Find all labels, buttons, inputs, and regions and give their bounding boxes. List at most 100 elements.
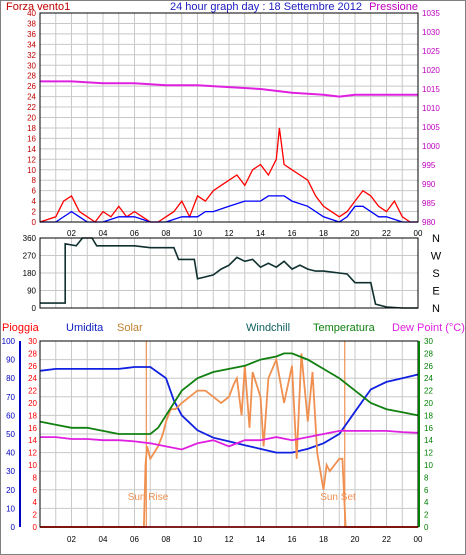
wind-tick-label: 14 xyxy=(27,145,36,154)
pressure-tick-label: 995 xyxy=(422,161,436,170)
wind-tick-label: 36 xyxy=(27,30,36,39)
temperature-tick-label: 22 xyxy=(424,387,433,396)
x-tick-label: 08 xyxy=(162,535,171,544)
wind-axis-title: Forza vento1 xyxy=(6,1,70,13)
x-tick-label: 04 xyxy=(99,229,108,238)
temperature-tick-label: 4 xyxy=(424,498,429,507)
humidity-axis-ticks: 0 10 20 30 40 50 60 70 80 90 100 xyxy=(2,337,16,532)
pressure-tick-label: 1035 xyxy=(422,9,440,18)
x-tick-label: 16 xyxy=(288,229,297,238)
wind-tick-label: 22 xyxy=(27,103,36,112)
series-line-temperature xyxy=(39,352,419,435)
humidity-tick-label: 80 xyxy=(6,374,15,383)
rain-tick-label: 10 xyxy=(28,461,37,470)
direction-tick-label: 90 xyxy=(27,287,36,296)
top-plot-frame xyxy=(39,12,419,223)
temperature-tick-label: 24 xyxy=(424,374,433,383)
series-line-pressure xyxy=(40,80,418,98)
series-line-wind-direction xyxy=(40,237,418,309)
wind-tick-label: 4 xyxy=(32,197,37,206)
x-tick-label: 00 xyxy=(414,229,423,238)
pressure-axis-ticks: 980 985 990 995 1000 1005 1010 1015 1020 1025 1030… xyxy=(422,9,440,227)
bottom-grid xyxy=(40,341,418,527)
sunset-label: Sun Set xyxy=(320,492,356,503)
x-tick-label: 04 xyxy=(99,535,108,544)
temperature-tick-label: 12 xyxy=(424,449,433,458)
wind-tick-label: 8 xyxy=(32,176,37,185)
rain-tick-label: 16 xyxy=(28,424,37,433)
x-tick-label: 20 xyxy=(351,229,360,238)
x-tick-label: 06 xyxy=(130,229,139,238)
temperature-tick-label: 8 xyxy=(424,473,429,482)
temperature-tick-label: 10 xyxy=(424,461,433,470)
chart-title: 24 hour graph day : 18 Settembre 2012 xyxy=(170,1,362,13)
pressure-tick-label: 1020 xyxy=(422,66,440,75)
temperature-tick-label: 28 xyxy=(424,349,433,358)
direction-tick-label: 360 xyxy=(23,234,37,243)
compass-label: E xyxy=(432,286,439,298)
x-tick-label: 18 xyxy=(319,535,328,544)
humidity-tick-label: 10 xyxy=(6,504,15,513)
rain-tick-label: 30 xyxy=(28,337,37,346)
rain-tick-label: 18 xyxy=(28,411,37,420)
rain-tick-label: 24 xyxy=(28,374,37,383)
wind-tick-label: 6 xyxy=(32,187,37,196)
temperature-tick-label: 14 xyxy=(424,436,433,445)
temperature-tick-label: 18 xyxy=(424,411,433,420)
rain-tick-label: 12 xyxy=(28,449,37,458)
x-tick-label: 22 xyxy=(382,229,391,238)
legend-windchill: Windchill xyxy=(246,322,290,334)
x-tick-label: 08 xyxy=(162,229,171,238)
temperature-tick-label: 6 xyxy=(424,486,429,495)
direction-tick-label: 270 xyxy=(23,252,37,261)
rain-tick-label: 20 xyxy=(28,399,37,408)
legend-solar: Solar xyxy=(117,322,143,334)
series-line-solar xyxy=(40,353,418,528)
pressure-tick-label: 1000 xyxy=(422,142,440,151)
pressure-tick-label: 1010 xyxy=(422,104,440,113)
wind-tick-label: 16 xyxy=(27,134,36,143)
wind-tick-label: 34 xyxy=(27,40,36,49)
wind-tick-label: 10 xyxy=(27,166,36,175)
rain-tick-label: 2 xyxy=(33,511,38,520)
wind-tick-label: 28 xyxy=(27,72,36,81)
pressure-tick-label: 1005 xyxy=(422,123,440,132)
humidity-tick-label: 90 xyxy=(6,356,15,365)
direction-tick-label: 0 xyxy=(32,304,37,313)
humidity-tick-label: 60 xyxy=(6,411,15,420)
pressure-tick-label: 1015 xyxy=(422,85,440,94)
pressure-axis-title: Pressione xyxy=(369,1,418,13)
legend-pioggia: Pioggia xyxy=(2,322,40,334)
pressure-tick-label: 1030 xyxy=(422,28,440,37)
x-tick-label: 18 xyxy=(319,229,328,238)
x-tick-label: 02 xyxy=(67,535,76,544)
x-tick-label: 16 xyxy=(288,535,297,544)
rain-tick-label: 8 xyxy=(33,473,38,482)
compass-label: N xyxy=(432,303,440,315)
humidity-tick-label: 40 xyxy=(6,449,15,458)
humidity-tick-label: 30 xyxy=(6,467,15,476)
rain-tick-label: 14 xyxy=(28,436,37,445)
direction-series xyxy=(40,237,418,309)
humidity-tick-label: 100 xyxy=(2,337,16,346)
rain-tick-label: 28 xyxy=(28,349,37,358)
x-tick-label: 10 xyxy=(193,229,202,238)
legend-umidita: Umidita xyxy=(66,322,104,334)
wind-tick-label: 0 xyxy=(32,218,37,227)
x-tick-label: 06 xyxy=(130,535,139,544)
direction-tick-label: 180 xyxy=(23,269,37,278)
series-line-dew-point xyxy=(40,429,419,451)
rain-tick-label: 26 xyxy=(28,362,37,371)
wind-tick-label: 38 xyxy=(27,19,36,28)
temperature-tick-label: 0 xyxy=(424,523,429,532)
rain-tick-label: 6 xyxy=(33,486,38,495)
x-tick-label: 12 xyxy=(225,535,234,544)
top-series xyxy=(39,80,418,223)
pressure-tick-label: 1025 xyxy=(422,47,440,56)
wind-tick-label: 20 xyxy=(27,114,36,123)
x-tick-label: 14 xyxy=(256,229,265,238)
humidity-tick-label: 0 xyxy=(11,523,16,532)
